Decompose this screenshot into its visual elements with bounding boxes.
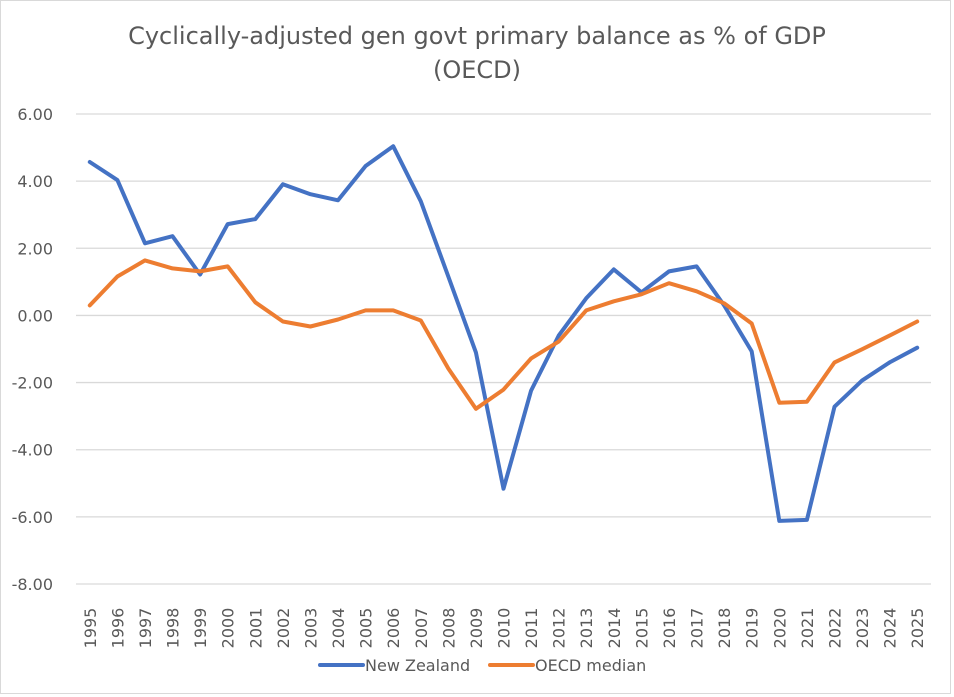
series-line-new-zealand <box>87 144 920 523</box>
legend: New Zealand OECD median <box>318 656 646 675</box>
x-tick-label: 2016 <box>660 608 679 649</box>
x-tick-label: 2002 <box>274 608 293 649</box>
x-tick-label: 2017 <box>688 608 707 649</box>
x-tick-label: 1997 <box>136 608 155 649</box>
series-lines <box>87 144 920 523</box>
x-tick-label: 2008 <box>439 608 458 649</box>
x-tick-label: 2020 <box>770 608 789 649</box>
x-tick-label: 2018 <box>715 608 734 649</box>
x-tick-label: 2019 <box>743 608 762 649</box>
x-tick-label: 2007 <box>412 608 431 649</box>
series-line-oecd-median <box>87 258 920 411</box>
x-tick-label: 1999 <box>191 608 210 649</box>
y-tick-label: 2.00 <box>17 239 53 258</box>
x-tick-label: 2006 <box>384 608 403 649</box>
x-tick-label: 2013 <box>577 608 596 649</box>
chart-subtitle: (OECD) <box>432 56 522 84</box>
x-tick-label: 2005 <box>357 608 376 649</box>
y-tick-label: -8.00 <box>12 575 53 594</box>
x-tick-label: 2012 <box>550 608 569 649</box>
y-tick-label: -2.00 <box>12 374 53 393</box>
y-tick-label: 0.00 <box>17 306 53 325</box>
x-tick-label: 2015 <box>632 608 651 649</box>
x-tick-label: 2014 <box>605 608 624 649</box>
x-tick-label: 2022 <box>825 608 844 649</box>
gridlines <box>76 113 931 585</box>
x-tick-label: 2004 <box>329 608 348 649</box>
x-tick-label: 2010 <box>495 608 514 649</box>
x-tick-label: 2003 <box>301 608 320 649</box>
x-tick-label: 2024 <box>881 608 900 649</box>
x-tick-label: 2009 <box>467 608 486 649</box>
x-axis-ticks: 1995 1996 1997 1998 1999 2000 2001 2002 2003 2004… <box>81 608 927 649</box>
y-tick-label: 4.00 <box>17 172 53 191</box>
x-tick-label: 2025 <box>908 608 927 649</box>
legend-label: New Zealand <box>365 656 470 675</box>
x-tick-label: 1995 <box>81 608 100 649</box>
x-tick-label: 2021 <box>798 608 817 649</box>
x-tick-label: 1998 <box>164 608 183 649</box>
legend-label: OECD median <box>535 656 646 675</box>
x-tick-label: 2001 <box>246 608 265 649</box>
x-tick-label: 1996 <box>108 608 127 649</box>
x-tick-label: 2000 <box>219 608 238 649</box>
chart-title: Cyclically-adjusted gen govt primary bal… <box>128 22 826 50</box>
x-tick-label: 2011 <box>522 608 541 649</box>
x-tick-label: 2023 <box>853 608 872 649</box>
y-axis-ticks: 6.00 4.00 2.00 0.00 -2.00 -4.00 -6.00 -8.00 <box>12 105 53 594</box>
y-tick-label: -4.00 <box>12 441 53 460</box>
y-tick-label: 6.00 <box>17 105 53 124</box>
y-tick-label: -6.00 <box>12 508 53 527</box>
